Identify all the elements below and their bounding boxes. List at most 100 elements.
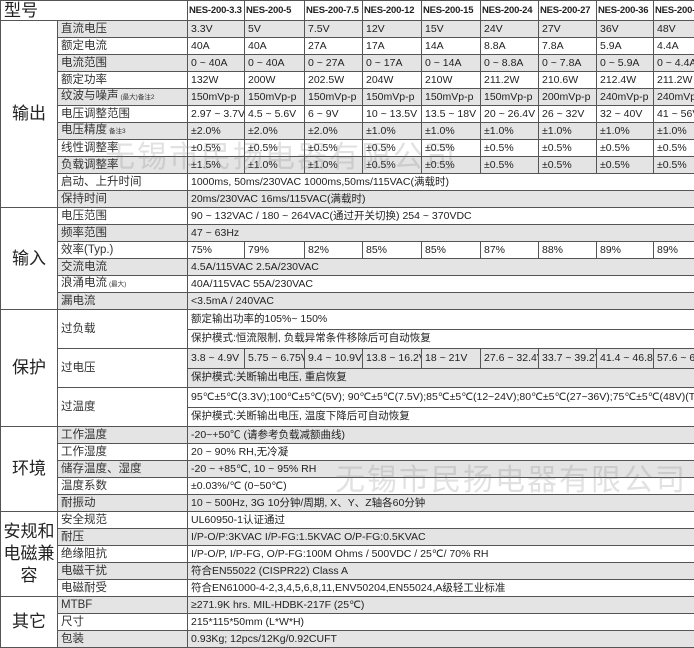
param-label: 耐压 [58, 529, 188, 546]
spec-value: ±0.5% [363, 140, 422, 157]
spec-value: 87% [481, 242, 539, 259]
spec-row: 电压精度备注3±2.0%±2.0%±2.0%±1.0%±1.0%±1.0%±1.… [1, 123, 694, 140]
param-label: 负载调整率 [58, 157, 188, 174]
param-name: 耐振动 [61, 497, 96, 509]
param-name: 温度系数 [61, 480, 107, 492]
param-note: (最大)备注2 [121, 94, 155, 101]
spec-value: ±0.5% [539, 140, 597, 157]
param-label: 额定电流 [58, 38, 188, 55]
spec-value: 150mVp-p [363, 89, 422, 106]
param-label: 工作湿度 [58, 444, 188, 461]
param-name: 线性调整率 [61, 142, 119, 154]
spec-value: 4.5 ~ 5.6V [245, 106, 305, 123]
spec-row: 效率(Typ.)75%79%82%85%85%87%88%89%89% [1, 242, 694, 259]
spec-value: 24V [481, 21, 539, 38]
section-label: 保护 [1, 310, 58, 427]
spec-value: -20 ~ +85℃, 10 ~ 95% RH [188, 461, 694, 478]
spec-value: ±1.0% [245, 157, 305, 174]
spec-value: 0 ~ 5.9A [597, 55, 654, 72]
spec-value: 20ms/230VAC 16ms/115VAC(满载时) [188, 191, 694, 208]
spec-value: ≥271.9K hrs. MIL-HDBK-217F (25℃) [188, 597, 694, 614]
model-header: NES-200-5 [245, 1, 305, 21]
param-name: 浪涌电流 [61, 277, 107, 289]
spec-value: 211.2W [654, 72, 694, 89]
spec-value: ±0.5% [481, 140, 539, 157]
spec-value: 20 ~ 90% RH,无冷凝 [188, 444, 694, 461]
spec-value: 82% [305, 242, 363, 259]
spec-value: 17A [363, 38, 422, 55]
spec-value: 保护模式:恒流限制, 负载异常条件移除后可自动恢复 [188, 329, 694, 349]
spec-value: 18 ~ 21V [422, 349, 481, 369]
spec-value: ±0.5% [481, 157, 539, 174]
spec-value: I/P-O/P, I/P-FG, O/P-FG:100M Ohms / 500V… [188, 546, 694, 563]
spec-value: ±2.0% [245, 123, 305, 140]
spec-row: 温度系数 ±0.03%/℃ (0~50℃) [1, 478, 694, 495]
spec-row: 线性调整率±0.5%±0.5%±0.5%±0.5%±0.5%±0.5%±0.5%… [1, 140, 694, 157]
param-label: 保持时间 [58, 191, 188, 208]
model-header: NES-200-7.5 [305, 1, 363, 21]
param-label: 温度系数 [58, 478, 188, 495]
spec-value: 40A [245, 38, 305, 55]
spec-value: ±0.03%/℃ (0~50℃) [188, 478, 694, 495]
spec-value: 保护模式:关断输出电压, 温度下降后可自动恢复 [188, 407, 694, 427]
section-label: 输入 [1, 208, 58, 310]
spec-value: 47 ~ 63Hz [188, 225, 694, 242]
model-header: NES-200-24 [481, 1, 539, 21]
spec-value: 41.4 ~ 46.8V [597, 349, 654, 369]
param-label: 工作温度 [58, 427, 188, 444]
spec-value: ±0.5% [654, 157, 694, 174]
param-label: 储存温度、湿度 [58, 461, 188, 478]
param-label: 包装 [58, 631, 188, 648]
spec-row: 频率范围 47 ~ 63Hz [1, 225, 694, 242]
spec-row: 漏电流<3.5mA / 240VAC [1, 293, 694, 310]
spec-value: ±1.0% [422, 123, 481, 140]
spec-value: 4.4A [654, 38, 694, 55]
spec-value: ±1.0% [481, 123, 539, 140]
spec-value: ±0.5% [654, 140, 694, 157]
param-label: 尺寸 [58, 614, 188, 631]
spec-value: ±0.5% [245, 140, 305, 157]
spec-value: ±1.0% [305, 157, 363, 174]
spec-value: 40A/115VAC 55A/230VAC [188, 276, 694, 293]
spec-value: 0 ~ 40A [245, 55, 305, 72]
spec-value: 85% [422, 242, 481, 259]
param-name: 电压范围 [61, 210, 107, 222]
spec-value: 89% [597, 242, 654, 259]
spec-value: 150mVp-p [481, 89, 539, 106]
spec-value: 79% [245, 242, 305, 259]
spec-value: 202.5W [305, 72, 363, 89]
param-name: 启动、上升时间 [61, 176, 142, 188]
spec-value: 132W [188, 72, 245, 89]
spec-value: 48V [654, 21, 694, 38]
spec-value: ±0.5% [422, 157, 481, 174]
spec-value: 57.6 ~ 67.2V [654, 349, 694, 369]
param-name: 过电压 [61, 362, 96, 374]
param-label: 电压调整范围 [58, 106, 188, 123]
spec-value: 5.9A [597, 38, 654, 55]
param-label: 电流范围 [58, 55, 188, 72]
param-label: 电磁耐受 [58, 580, 188, 597]
param-name: 电磁干扰 [61, 565, 107, 577]
spec-value: 210.6W [539, 72, 597, 89]
param-name: 频率范围 [61, 227, 107, 239]
spec-value: 0 ~ 7.8A [539, 55, 597, 72]
spec-value: ±2.0% [305, 123, 363, 140]
param-label: 线性调整率 [58, 140, 188, 157]
spec-value: ±1.0% [597, 123, 654, 140]
spec-value: ±0.5% [422, 140, 481, 157]
spec-value: ±0.5% [539, 157, 597, 174]
spec-value: 85% [363, 242, 422, 259]
